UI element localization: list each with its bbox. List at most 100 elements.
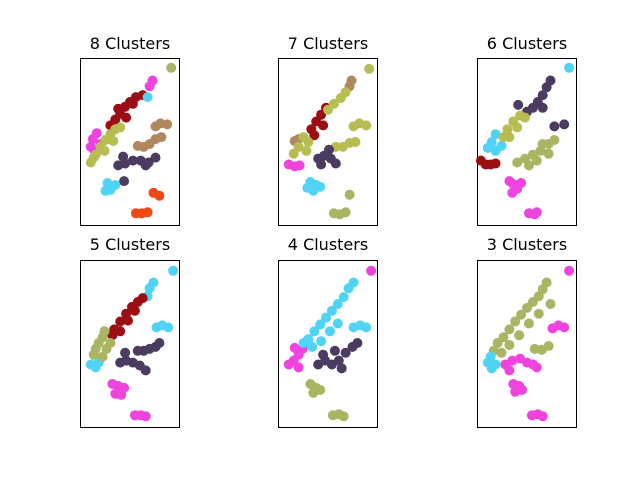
scatter-point [154,190,165,201]
axes-frame [477,260,577,428]
scatter-point [504,132,515,143]
scatter-point [318,349,329,360]
scatter-point [127,98,138,109]
scatter-point [129,305,140,316]
scatter-point [307,341,318,352]
scatter-point [564,62,575,73]
scatter-point [150,152,161,163]
scatter-point [490,359,501,370]
scatter-point [352,338,363,348]
scatter-point [97,351,108,362]
scatter-point [512,122,523,133]
subplot-5-clusters: 5 Clusters [80,235,180,428]
scatter-point [537,139,548,149]
scatter-point [116,389,127,400]
scatter-point [516,309,527,320]
scatter-point [316,159,327,170]
scatter-point [315,384,326,395]
scatter-point [321,312,331,323]
scatter-point [309,130,320,141]
scatter-point [541,82,552,93]
scatter-point [502,124,513,135]
scatter-point [490,129,501,140]
scatter-point [108,136,119,146]
scatter-points [283,63,375,220]
scatter-point [140,411,151,422]
scatter-point [564,265,575,276]
scatter-points [85,62,177,219]
scatter-point [507,187,518,198]
scatter-point [350,137,361,147]
scatter-point [87,134,98,145]
scatter-point [524,318,534,329]
scatter-point [338,411,349,422]
scatter-point [140,160,151,171]
scatter-point [121,112,132,123]
scatter-point [118,151,129,162]
scatter-point [344,189,355,200]
scatter-point [301,145,312,156]
subplot-7-clusters: 7 Clusters [278,34,378,226]
scatter-point [113,103,124,114]
scatter-points [475,62,575,220]
scatter-point [516,178,527,188]
scatter-point [513,99,524,110]
scatter-point [294,160,305,171]
scatter-point [142,207,153,218]
scatter-point [543,148,554,159]
subplot-title: 8 Clusters [90,34,170,53]
scatter-point [507,355,518,366]
subplot-title: 7 Clusters [288,34,368,53]
scatter-point [315,319,326,330]
scatter-point [119,176,130,187]
scatter-point [517,384,528,395]
scatter-point [329,345,340,356]
subplot-title: 5 Clusters [90,235,170,254]
scatter-point [142,92,153,103]
scatter-point [316,109,327,120]
scatter-point [140,365,151,376]
scatter-point [531,155,542,166]
subplot-title: 3 Clusters [487,235,567,254]
scatter-point [537,90,548,101]
scatter-point [115,316,126,327]
scatter-point [105,338,116,348]
subplot-6-clusters: 6 Clusters [475,34,577,226]
scatter-point [289,342,300,353]
scatter-point [510,316,521,327]
scatter-point [514,330,525,341]
scatter-point [549,135,560,145]
scatter-point [543,341,554,351]
scatter-point [88,349,99,360]
scatter-point [120,347,131,358]
scatter-point [144,81,155,92]
scatter-point [522,302,532,313]
scatter-point [316,336,327,347]
scatter-point [364,63,375,74]
scatter-point [293,362,304,373]
scatter-point [485,351,496,362]
scatter-point [520,112,530,123]
scatter-point [115,326,126,337]
scatter-point [482,142,493,153]
scatter-point [492,338,503,348]
scatter-point [288,148,299,159]
scatter-point [302,182,313,193]
scatter-point [166,62,177,73]
scatter-point [332,318,343,329]
scatter-point [496,140,507,151]
scatter-points [283,265,377,422]
scatter-point [531,362,542,373]
scatter-point [123,315,133,326]
scatter-point [163,322,174,333]
scatter-point [537,102,548,113]
subplot-8-clusters: 8 Clusters [80,34,180,226]
scatter-point [326,305,337,316]
scatter-point [162,119,173,130]
scatter-point [298,338,309,348]
scatter-point [333,355,344,366]
scatter-point [547,323,558,334]
scatter-point [366,265,377,276]
scatter-point [115,122,126,133]
